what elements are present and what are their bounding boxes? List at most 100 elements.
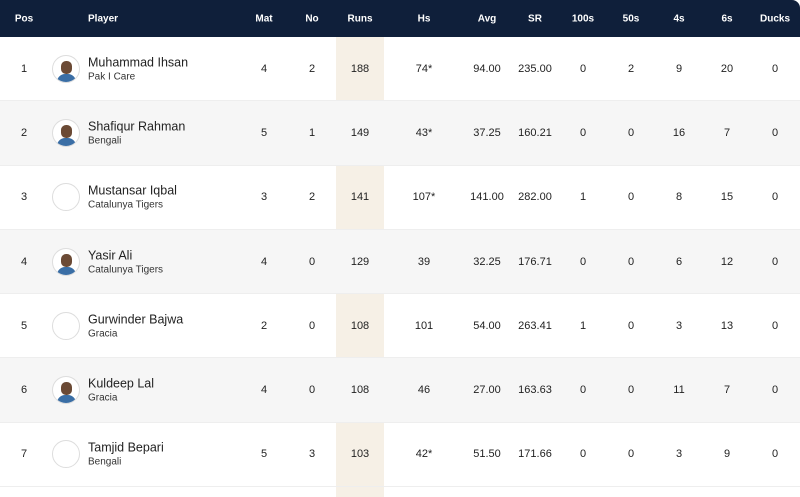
player-avatar [52, 54, 80, 83]
cell-sr: 235.00 [518, 62, 552, 75]
cell-4s: 3 [675, 319, 683, 332]
cell-avg: 54.00 [473, 319, 501, 332]
player-photo-body [57, 395, 76, 404]
table-row[interactable]: 1 4 2 188 74* 94.00 235.00 0 2 9 20 0 Muhammad Ihsan… [0, 37, 800, 102]
cell-no: 1 [308, 126, 316, 139]
cell-no: 0 [308, 255, 316, 268]
table-row[interactable]: 5 2 0 108 101 54.00 263.41 1 0 3 13 0 Gurwinder Bajw… [0, 294, 800, 359]
cell-runs: 149 [350, 126, 370, 139]
cell-4s: 6 [675, 255, 683, 268]
cell-runs: 188 [350, 62, 370, 75]
player-photo-body [57, 73, 76, 82]
column-header-50s[interactable]: 50s [622, 13, 640, 24]
player-photo-body [57, 137, 76, 146]
cell-ducks: 0 [771, 384, 779, 397]
cell-no: 3 [308, 448, 316, 461]
cell-ducks: 0 [771, 62, 779, 75]
column-header-mat[interactable]: Mat [255, 13, 273, 24]
player-name[interactable]: Tamjid Bepari [88, 440, 164, 455]
column-header-avg[interactable]: Avg [477, 13, 497, 24]
cell-hs: 43* [415, 126, 433, 139]
cell-50s: 0 [627, 255, 635, 268]
cell-hs: 107* [412, 191, 436, 204]
cell-50s: 0 [627, 319, 635, 332]
cell-100s: 0 [579, 448, 587, 461]
column-header-no[interactable]: No [305, 13, 319, 24]
player-photo-body [57, 266, 76, 275]
cell-6s: 12 [720, 255, 734, 268]
player-name[interactable]: Shafiqur Rahman [88, 119, 186, 134]
player-team: Bengali [88, 135, 122, 147]
cell-avg: 32.25 [473, 255, 501, 268]
player-photo [61, 382, 72, 396]
player-name[interactable]: Kuldeep Lal [88, 376, 155, 391]
cell-100s: 1 [579, 191, 587, 204]
cell-mat: 4 [260, 62, 268, 75]
player-cell: Tamjid Bepari Bengali [88, 441, 164, 468]
player-avatar [52, 376, 80, 405]
column-header-sr[interactable]: SR [528, 13, 542, 24]
cell-avg: 51.50 [473, 448, 501, 461]
cell-sr: 263.41 [518, 319, 552, 332]
table-row[interactable]: 7 5 3 103 42* 51.50 171.66 0 0 3 9 0 Tamjid Bepari Be… [0, 423, 800, 488]
column-header-ducks[interactable]: Ducks [759, 13, 791, 24]
cell-sr: 163.63 [518, 384, 552, 397]
cell-pos: 4 [20, 255, 28, 268]
player-team: Catalunya Tigers [88, 264, 164, 276]
cell-100s: 0 [579, 384, 587, 397]
cell-ducks: 0 [771, 448, 779, 461]
table-row[interactable]: 2 5 1 149 43* 37.25 160.21 0 0 16 7 0 Shafiqur Rahma… [0, 101, 800, 166]
cell-hs: 42* [415, 448, 433, 461]
player-team: Gracia [88, 392, 118, 404]
player-avatar [52, 311, 80, 340]
player-name[interactable]: Mustansar Iqbal [88, 183, 177, 198]
player-cell: Mustansar Iqbal Catalunya Tigers [88, 184, 177, 211]
cell-6s: 7 [723, 126, 731, 139]
cell-4s: 9 [675, 62, 683, 75]
cell-no: 0 [308, 384, 316, 397]
cell-50s: 0 [627, 384, 635, 397]
cell-hs: 39 [417, 255, 431, 268]
cell-50s: 0 [627, 448, 635, 461]
cell-6s: 9 [723, 448, 731, 461]
player-name[interactable]: Gurwinder Bajwa [88, 312, 184, 327]
cell-4s: 3 [675, 448, 683, 461]
cell-6s: 7 [723, 384, 731, 397]
cell-100s: 0 [579, 126, 587, 139]
cell-50s: 0 [627, 191, 635, 204]
table-row[interactable]: 4 4 0 129 39 32.25 176.71 0 0 6 12 0 Yasir Ali Catalu… [0, 229, 800, 295]
table-row[interactable]: 6 4 0 108 46 27.00 163.63 0 0 11 7 0 Kuldeep Lal Grac… [0, 358, 800, 423]
player-name[interactable]: Yasir Ali [88, 248, 133, 263]
cell-pos: 1 [20, 62, 28, 75]
player-name[interactable]: Muhammad Ihsan [88, 55, 189, 70]
cell-pos: 2 [20, 126, 28, 139]
player-avatar [52, 247, 80, 276]
column-header-hs[interactable]: Hs [417, 13, 431, 24]
cell-pos: 7 [20, 448, 28, 461]
player-team: Gracia [88, 328, 118, 340]
cell-no: 2 [308, 62, 316, 75]
cell-runs: 108 [350, 384, 370, 397]
cell-mat: 2 [260, 319, 268, 332]
player-avatar [52, 118, 80, 147]
cell-mat: 5 [260, 126, 268, 139]
cell-hs: 101 [414, 319, 434, 332]
cell-ducks: 0 [771, 319, 779, 332]
cell-avg: 94.00 [473, 62, 501, 75]
column-header-100s[interactable]: 100s [571, 13, 595, 24]
column-header-pos[interactable]: Pos [14, 13, 34, 24]
cell-pos: 3 [20, 191, 28, 204]
player-cell: Muhammad Ihsan Pak I Care [88, 55, 188, 82]
column-header-player[interactable]: Player [88, 13, 119, 24]
column-header-runs[interactable]: Runs [347, 13, 373, 24]
column-header-4s[interactable]: 4s [673, 13, 685, 24]
cell-mat: 5 [260, 448, 268, 461]
table-row[interactable]: 3 3 2 141 107* 141.00 282.00 1 0 8 15 0 Mustansar Iq… [0, 166, 800, 230]
cell-avg: 37.25 [473, 126, 501, 139]
column-header-6s[interactable]: 6s [721, 13, 733, 24]
cell-mat: 4 [260, 255, 268, 268]
cell-runs: 108 [350, 319, 370, 332]
cell-100s: 0 [579, 62, 587, 75]
cell-no: 0 [308, 319, 316, 332]
